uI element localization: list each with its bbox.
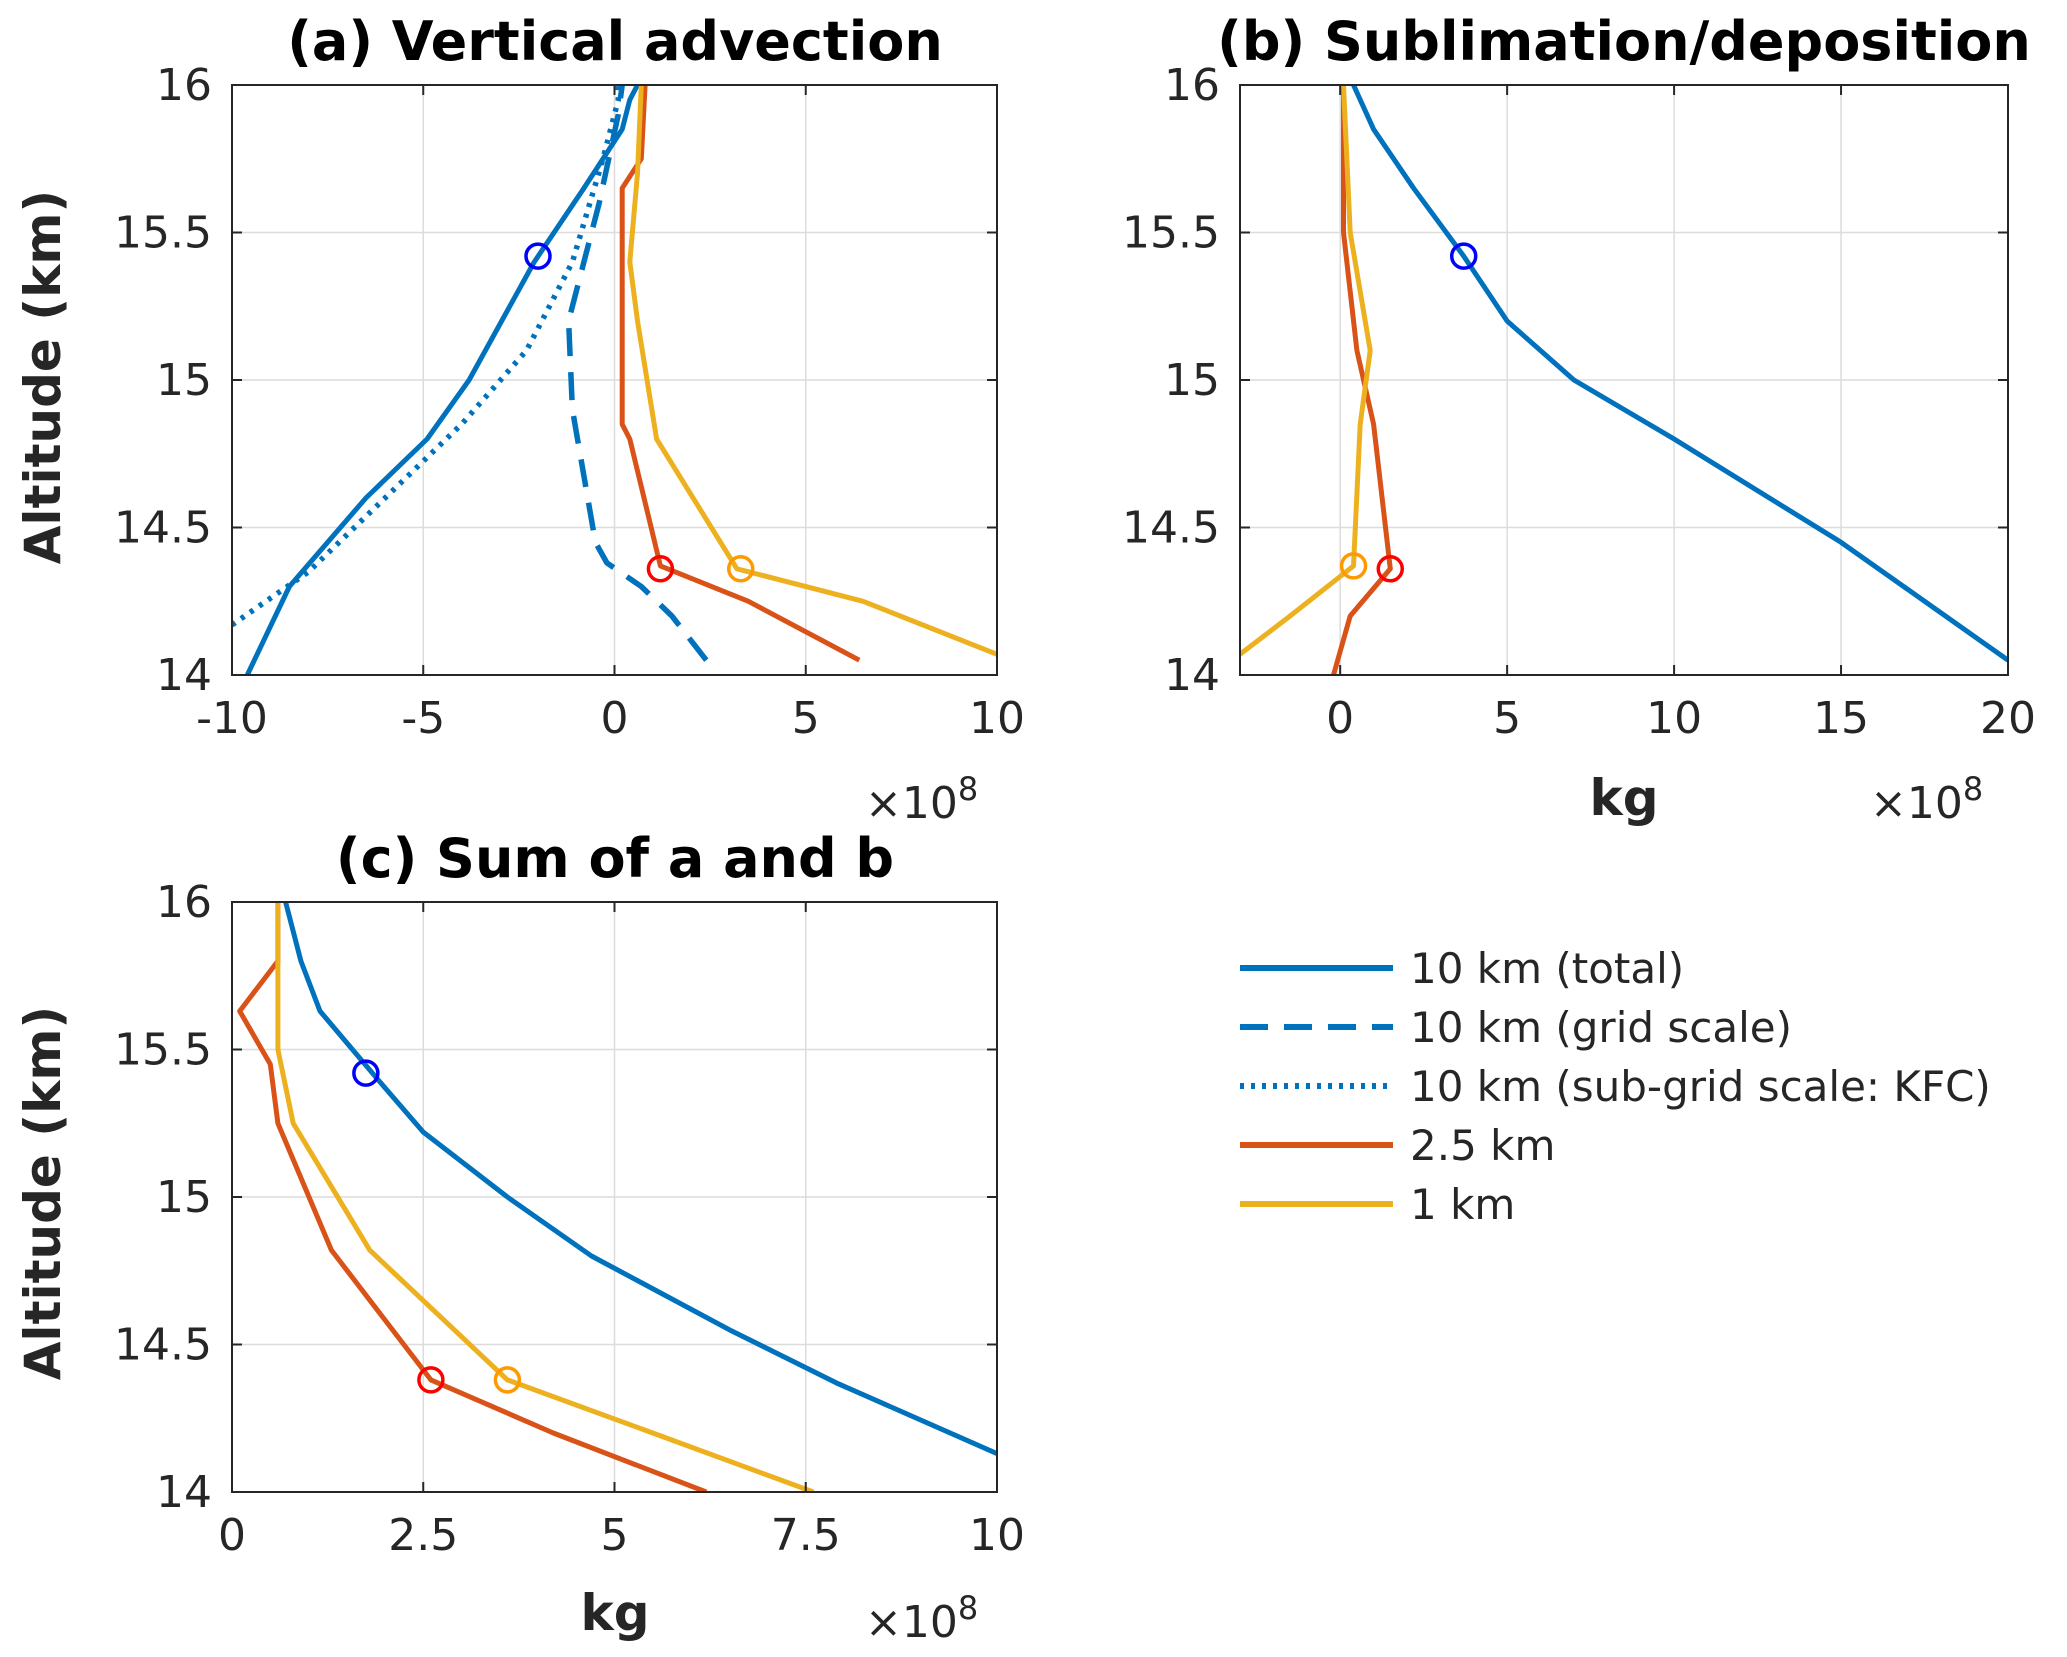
x-tick-label: 5 <box>601 1510 629 1561</box>
marker-circle-0 <box>352 1059 380 1087</box>
x-tick-label: 10 <box>1646 693 1702 744</box>
y-tick-label: 14.5 <box>114 1320 212 1371</box>
y-tick-label: 15 <box>156 1172 212 1223</box>
x-tick-label: 5 <box>792 693 820 744</box>
series-line-1 <box>1331 85 1393 675</box>
panel-c-x-multiplier: ×108 <box>865 1589 978 1648</box>
x-tick-label: 0 <box>1326 693 1354 744</box>
y-tick-label: 16 <box>156 877 212 928</box>
y-tick-label: 15 <box>156 355 212 406</box>
marker-circle-0 <box>524 242 552 270</box>
y-tick-label: 16 <box>156 60 212 111</box>
legend-label-2: 10 km (sub-grid scale: KFC) <box>1410 1062 1991 1111</box>
marker-circle-2 <box>726 555 755 583</box>
x-tick-label: 7.5 <box>771 1510 841 1561</box>
panel-a-vertical-advection: (a) Vertical advection Altitude (km) ×10… <box>14 10 1025 829</box>
panel-2-series <box>237 902 997 1492</box>
panel-b-title: (b) Sublimation/deposition <box>1217 10 2031 73</box>
x-tick-label: 10 <box>969 693 1025 744</box>
series-line-0 <box>1351 85 2008 663</box>
panel-a-x-multiplier: ×108 <box>865 770 978 829</box>
series-line-0 <box>245 85 640 675</box>
panel-a-multiplier-exponent: 8 <box>958 770 978 808</box>
y-tick-label: 14.5 <box>1122 503 1220 554</box>
y-tick-label: 14 <box>156 650 212 701</box>
series-line-0 <box>283 902 997 1456</box>
legend-label-0: 10 km (total) <box>1410 944 1684 993</box>
panel-c-title: (c) Sum of a and b <box>336 827 894 890</box>
marker-circle-1 <box>646 555 675 583</box>
x-tick-label: -5 <box>401 693 445 744</box>
marker-circle-1 <box>417 1366 445 1394</box>
x-tick-label: 15 <box>1813 693 1869 744</box>
panel-b-x-axis-label: kg <box>1589 769 1658 827</box>
panel-1-grid <box>1240 84 2009 676</box>
panel-c-y-axis-label: Altitude (km) <box>14 1006 72 1381</box>
y-tick-label: 14 <box>1164 650 1220 701</box>
panel-b-multiplier-base: ×10 <box>1870 778 1963 829</box>
marker-circle-2 <box>1339 552 1368 580</box>
x-tick-label: 0 <box>218 1510 246 1561</box>
y-tick-label: 15.5 <box>1122 208 1220 259</box>
legend-label-4: 1 km <box>1410 1180 1515 1229</box>
panel-a-multiplier-base: ×10 <box>865 778 958 829</box>
panel-b-multiplier-exponent: 8 <box>1963 770 1983 808</box>
legend-label-1: 10 km (grid scale) <box>1410 1003 1792 1052</box>
panel-a-title: (a) Vertical advection <box>287 10 943 73</box>
x-tick-label: -10 <box>196 693 268 744</box>
x-tick-label: 5 <box>1493 693 1521 744</box>
panel-0-series <box>232 85 997 675</box>
x-tick-label: 10 <box>969 1510 1025 1561</box>
y-tick-label: 16 <box>1164 60 1220 111</box>
marker-circle-0 <box>1449 242 1478 270</box>
legend: 10 km (total) 10 km (grid scale) 10 km (su… <box>1240 944 1991 1229</box>
series-line-1 <box>565 85 709 662</box>
series-line-2 <box>1240 85 1373 657</box>
marker-circle-1 <box>1376 555 1405 583</box>
panel-c-sum: (c) Sum of a and b Altitude (km) kg ×108… <box>14 827 1025 1648</box>
series-line-3 <box>619 85 861 663</box>
y-tick-label: 14 <box>156 1467 212 1518</box>
panel-b-x-multiplier: ×108 <box>1870 770 1983 829</box>
panel-c-multiplier-exponent: 8 <box>958 1589 978 1627</box>
x-tick-label: 20 <box>1980 693 2036 744</box>
series-line-4 <box>627 85 997 657</box>
legend-label-3: 2.5 km <box>1410 1121 1555 1170</box>
y-tick-label: 15.5 <box>114 1025 212 1076</box>
panel-0-grid <box>231 84 998 676</box>
panel-b-sublimation-deposition: (b) Sublimation/deposition kg ×108 0 5 10 1… <box>1122 10 2036 829</box>
x-tick-label: 2.5 <box>388 1510 458 1561</box>
series-line-2 <box>275 902 815 1492</box>
panel-1-series <box>1240 85 2008 675</box>
y-tick-label: 14.5 <box>114 503 212 554</box>
y-tick-label: 15.5 <box>114 208 212 259</box>
series-line-2 <box>232 85 622 628</box>
panel-c-x-axis-label: kg <box>580 1584 649 1642</box>
marker-circle-2 <box>493 1366 522 1394</box>
y-tick-label: 15 <box>1164 355 1220 406</box>
panel-c-multiplier-base: ×10 <box>865 1597 958 1648</box>
x-tick-label: 0 <box>601 693 629 744</box>
series-line-1 <box>237 902 708 1492</box>
panel-a-y-axis-label: Altitude (km) <box>14 190 72 565</box>
